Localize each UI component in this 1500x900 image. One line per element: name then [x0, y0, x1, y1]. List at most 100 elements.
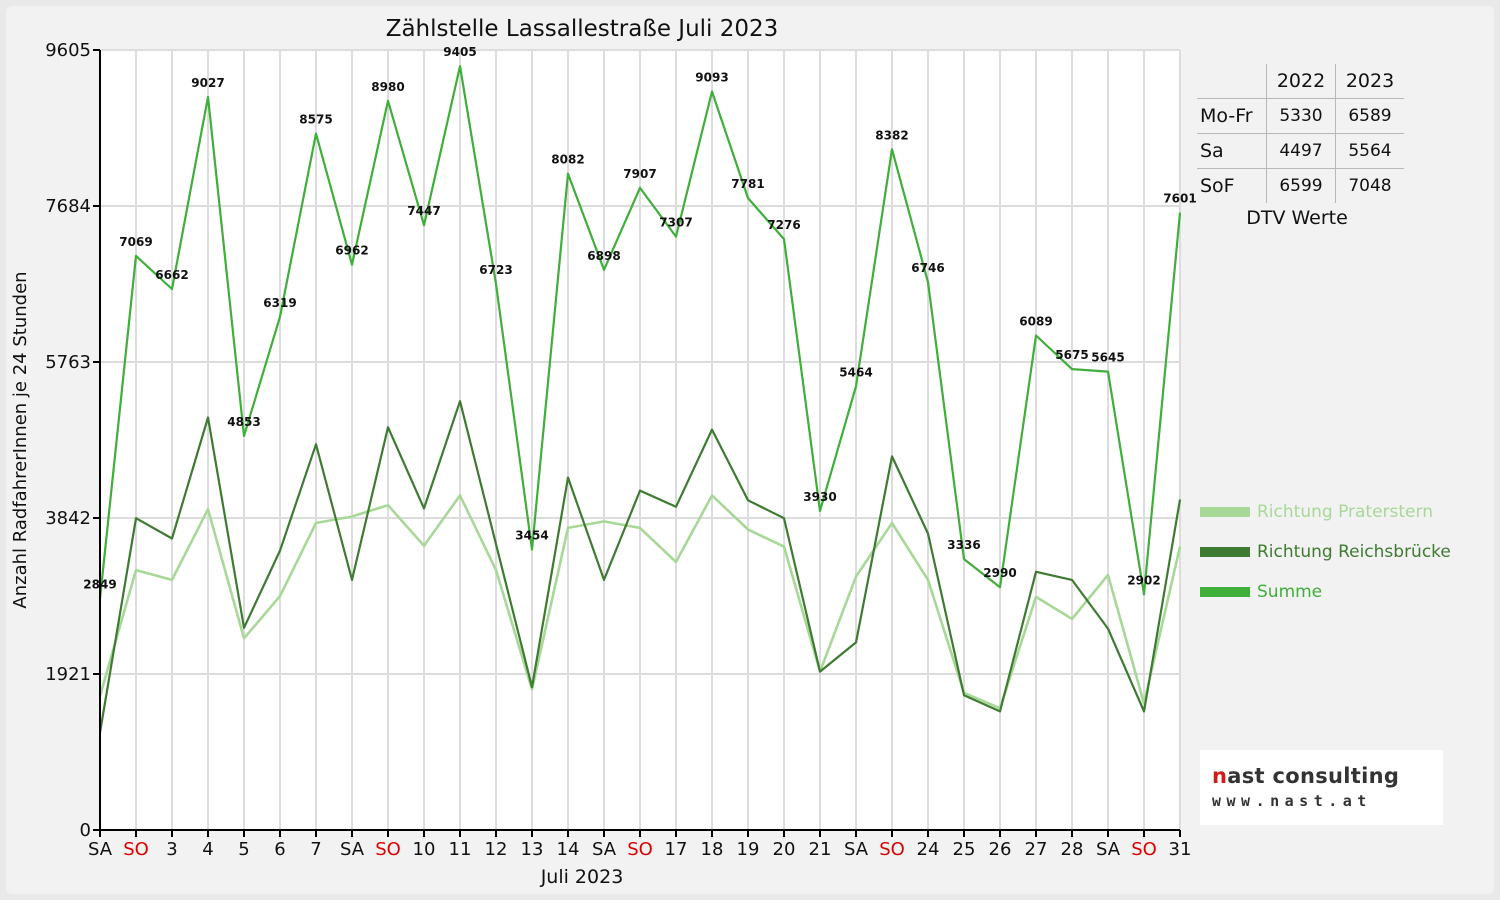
data-label: 6898 — [587, 249, 620, 263]
legend-swatch — [1200, 587, 1250, 597]
data-label: 7447 — [407, 204, 440, 218]
data-label: 2902 — [1127, 573, 1160, 587]
x-tick-label: 25 — [953, 839, 976, 860]
y-tick-label: 3842 — [45, 508, 91, 529]
x-tick-label: SA — [1096, 839, 1121, 860]
series-line-3 — [98, 65, 1182, 599]
dtv-row: Sa 4497 5564 — [1197, 133, 1404, 169]
logo-url: www.nast.at — [1212, 792, 1372, 810]
legend-label: Richtung Reichsbrücke — [1257, 542, 1451, 562]
x-tick-label: 27 — [1025, 839, 1048, 860]
data-label: 6662 — [155, 268, 188, 282]
x-tick-label: 18 — [701, 839, 724, 860]
x-tick-label: 5 — [238, 839, 249, 860]
x-tick-label: 28 — [1061, 839, 1084, 860]
x-tick-label: 10 — [413, 839, 436, 860]
y-axis-label: Anzahl RadfahrerInnen je 24 Stunden — [10, 271, 31, 608]
chart-legend: Richtung Praterstern Richtung Reichsbrüc… — [1200, 492, 1451, 612]
data-label: 6723 — [479, 263, 512, 277]
data-label: 2990 — [983, 566, 1016, 580]
logo-brand-accent: n — [1212, 764, 1228, 788]
series-line-2 — [98, 400, 1182, 733]
data-label: 3930 — [803, 490, 836, 504]
dtv-row: SoF 6599 7048 — [1197, 168, 1404, 203]
x-tick-label: SO — [1131, 839, 1157, 860]
dtv-header-2023: 2023 — [1335, 64, 1404, 99]
dtv-row-label: Sa — [1197, 133, 1267, 169]
x-tick-label: 6 — [274, 839, 285, 860]
legend-item: Richtung Reichsbrücke — [1200, 532, 1451, 572]
data-label: 6962 — [335, 244, 368, 258]
data-label: 6746 — [911, 261, 944, 275]
data-label: 8575 — [299, 113, 332, 127]
x-tick-label: SO — [879, 839, 905, 860]
dtv-cell: 7048 — [1335, 168, 1404, 203]
legend-item: Summe — [1200, 572, 1451, 612]
data-label: 7276 — [767, 218, 800, 232]
x-tick-label: 4 — [202, 839, 213, 860]
data-label: 5645 — [1091, 351, 1124, 365]
data-label: 7781 — [731, 177, 764, 191]
legend-label: Richtung Praterstern — [1257, 502, 1433, 522]
data-label: 9027 — [191, 76, 224, 90]
nast-consulting-logo: nast consulting www.nast.at — [1200, 750, 1443, 825]
data-label: 6089 — [1019, 315, 1052, 329]
data-labels: 2849 7069 6662 9027 4853 6319 8575 6962 8980 7447… — [83, 45, 1196, 591]
dtv-header-empty — [1197, 64, 1267, 99]
y-tick-label: 5763 — [45, 352, 91, 373]
dtv-row-label: Mo-Fr — [1197, 98, 1267, 134]
dtv-cell: 6589 — [1335, 98, 1404, 134]
dtv-cell: 5330 — [1266, 98, 1336, 134]
data-label: 9093 — [695, 71, 728, 85]
x-tick-label: 21 — [809, 839, 832, 860]
dtv-table: 2022 2023 Mo-Fr 5330 6589 Sa 4497 5564 S… — [1197, 64, 1412, 229]
data-label: 2849 — [83, 578, 116, 592]
x-tick-label: 24 — [917, 839, 940, 860]
y-tick-label: 1921 — [45, 664, 91, 685]
data-label: 5464 — [839, 365, 872, 379]
data-label: 7069 — [119, 235, 152, 249]
x-tick-label: SO — [375, 839, 401, 860]
x-tick-label: 14 — [557, 839, 580, 860]
x-tick-label: 11 — [449, 839, 472, 860]
dtv-cell: 5564 — [1335, 133, 1404, 169]
dtv-row: Mo-Fr 5330 6589 — [1197, 98, 1404, 134]
chart-title: Zählstelle Lassallestraße Juli 2023 — [386, 16, 779, 42]
data-label: 7307 — [659, 216, 692, 230]
dtv-cell: 4497 — [1266, 133, 1336, 169]
data-label: 4853 — [227, 415, 260, 429]
data-label: 8980 — [371, 80, 404, 94]
dtv-row-label: SoF — [1197, 168, 1267, 203]
x-tick-label: 7 — [310, 839, 321, 860]
data-label: 3336 — [947, 538, 980, 552]
x-tick-label: 13 — [521, 839, 544, 860]
data-label: 7907 — [623, 167, 656, 181]
dtv-caption: DTV Werte — [1246, 207, 1348, 229]
data-label: 8082 — [551, 153, 584, 167]
series-lines — [98, 65, 1182, 733]
x-tick-label: 17 — [665, 839, 688, 860]
dtv-header-2022: 2022 — [1266, 64, 1336, 99]
legend-swatch — [1200, 507, 1250, 517]
data-label: 6319 — [263, 296, 296, 310]
y-tick-label: 0 — [80, 820, 91, 841]
legend-item: Richtung Praterstern — [1200, 492, 1451, 532]
x-tick-label: SA — [592, 839, 617, 860]
data-label: 5675 — [1055, 348, 1088, 362]
data-label: 9405 — [443, 45, 476, 59]
grid-lines — [100, 49, 1181, 830]
data-label: 7601 — [1163, 192, 1196, 206]
x-tick-label: SA — [88, 839, 113, 860]
x-tick-label: 26 — [989, 839, 1012, 860]
x-tick-label: 31 — [1169, 839, 1192, 860]
data-label: 8382 — [875, 128, 908, 142]
legend-label: Summe — [1257, 582, 1323, 602]
dtv-cell: 6599 — [1266, 168, 1336, 203]
y-tick-label: 9605 — [45, 40, 91, 61]
x-tick-label: 19 — [737, 839, 760, 860]
data-label: 3454 — [515, 529, 548, 543]
x-tick-label: SO — [627, 839, 653, 860]
legend-swatch — [1200, 547, 1250, 557]
x-tick-label: SA — [844, 839, 869, 860]
